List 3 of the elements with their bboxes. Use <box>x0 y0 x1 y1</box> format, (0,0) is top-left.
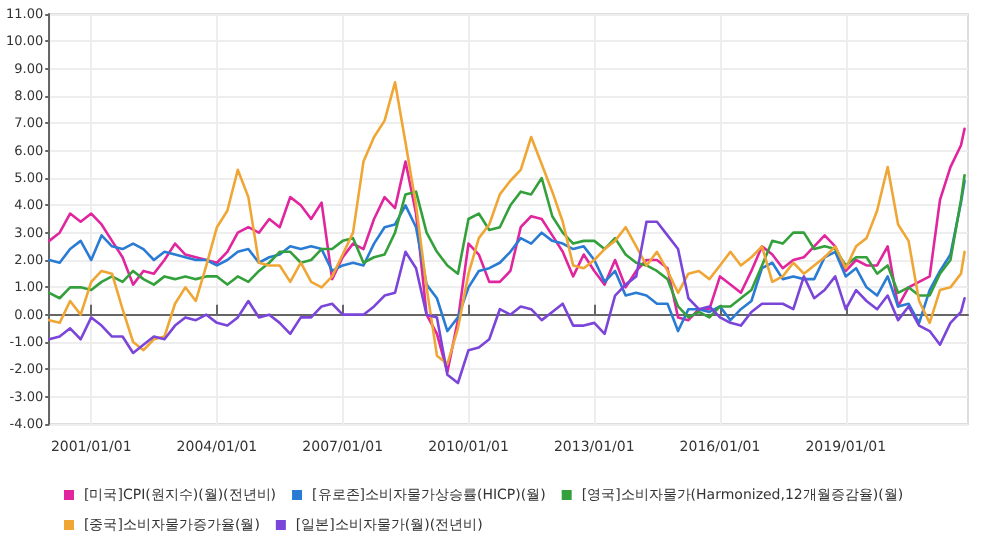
line-series <box>47 81 966 366</box>
line-series <box>47 127 966 374</box>
line-series <box>47 220 966 385</box>
